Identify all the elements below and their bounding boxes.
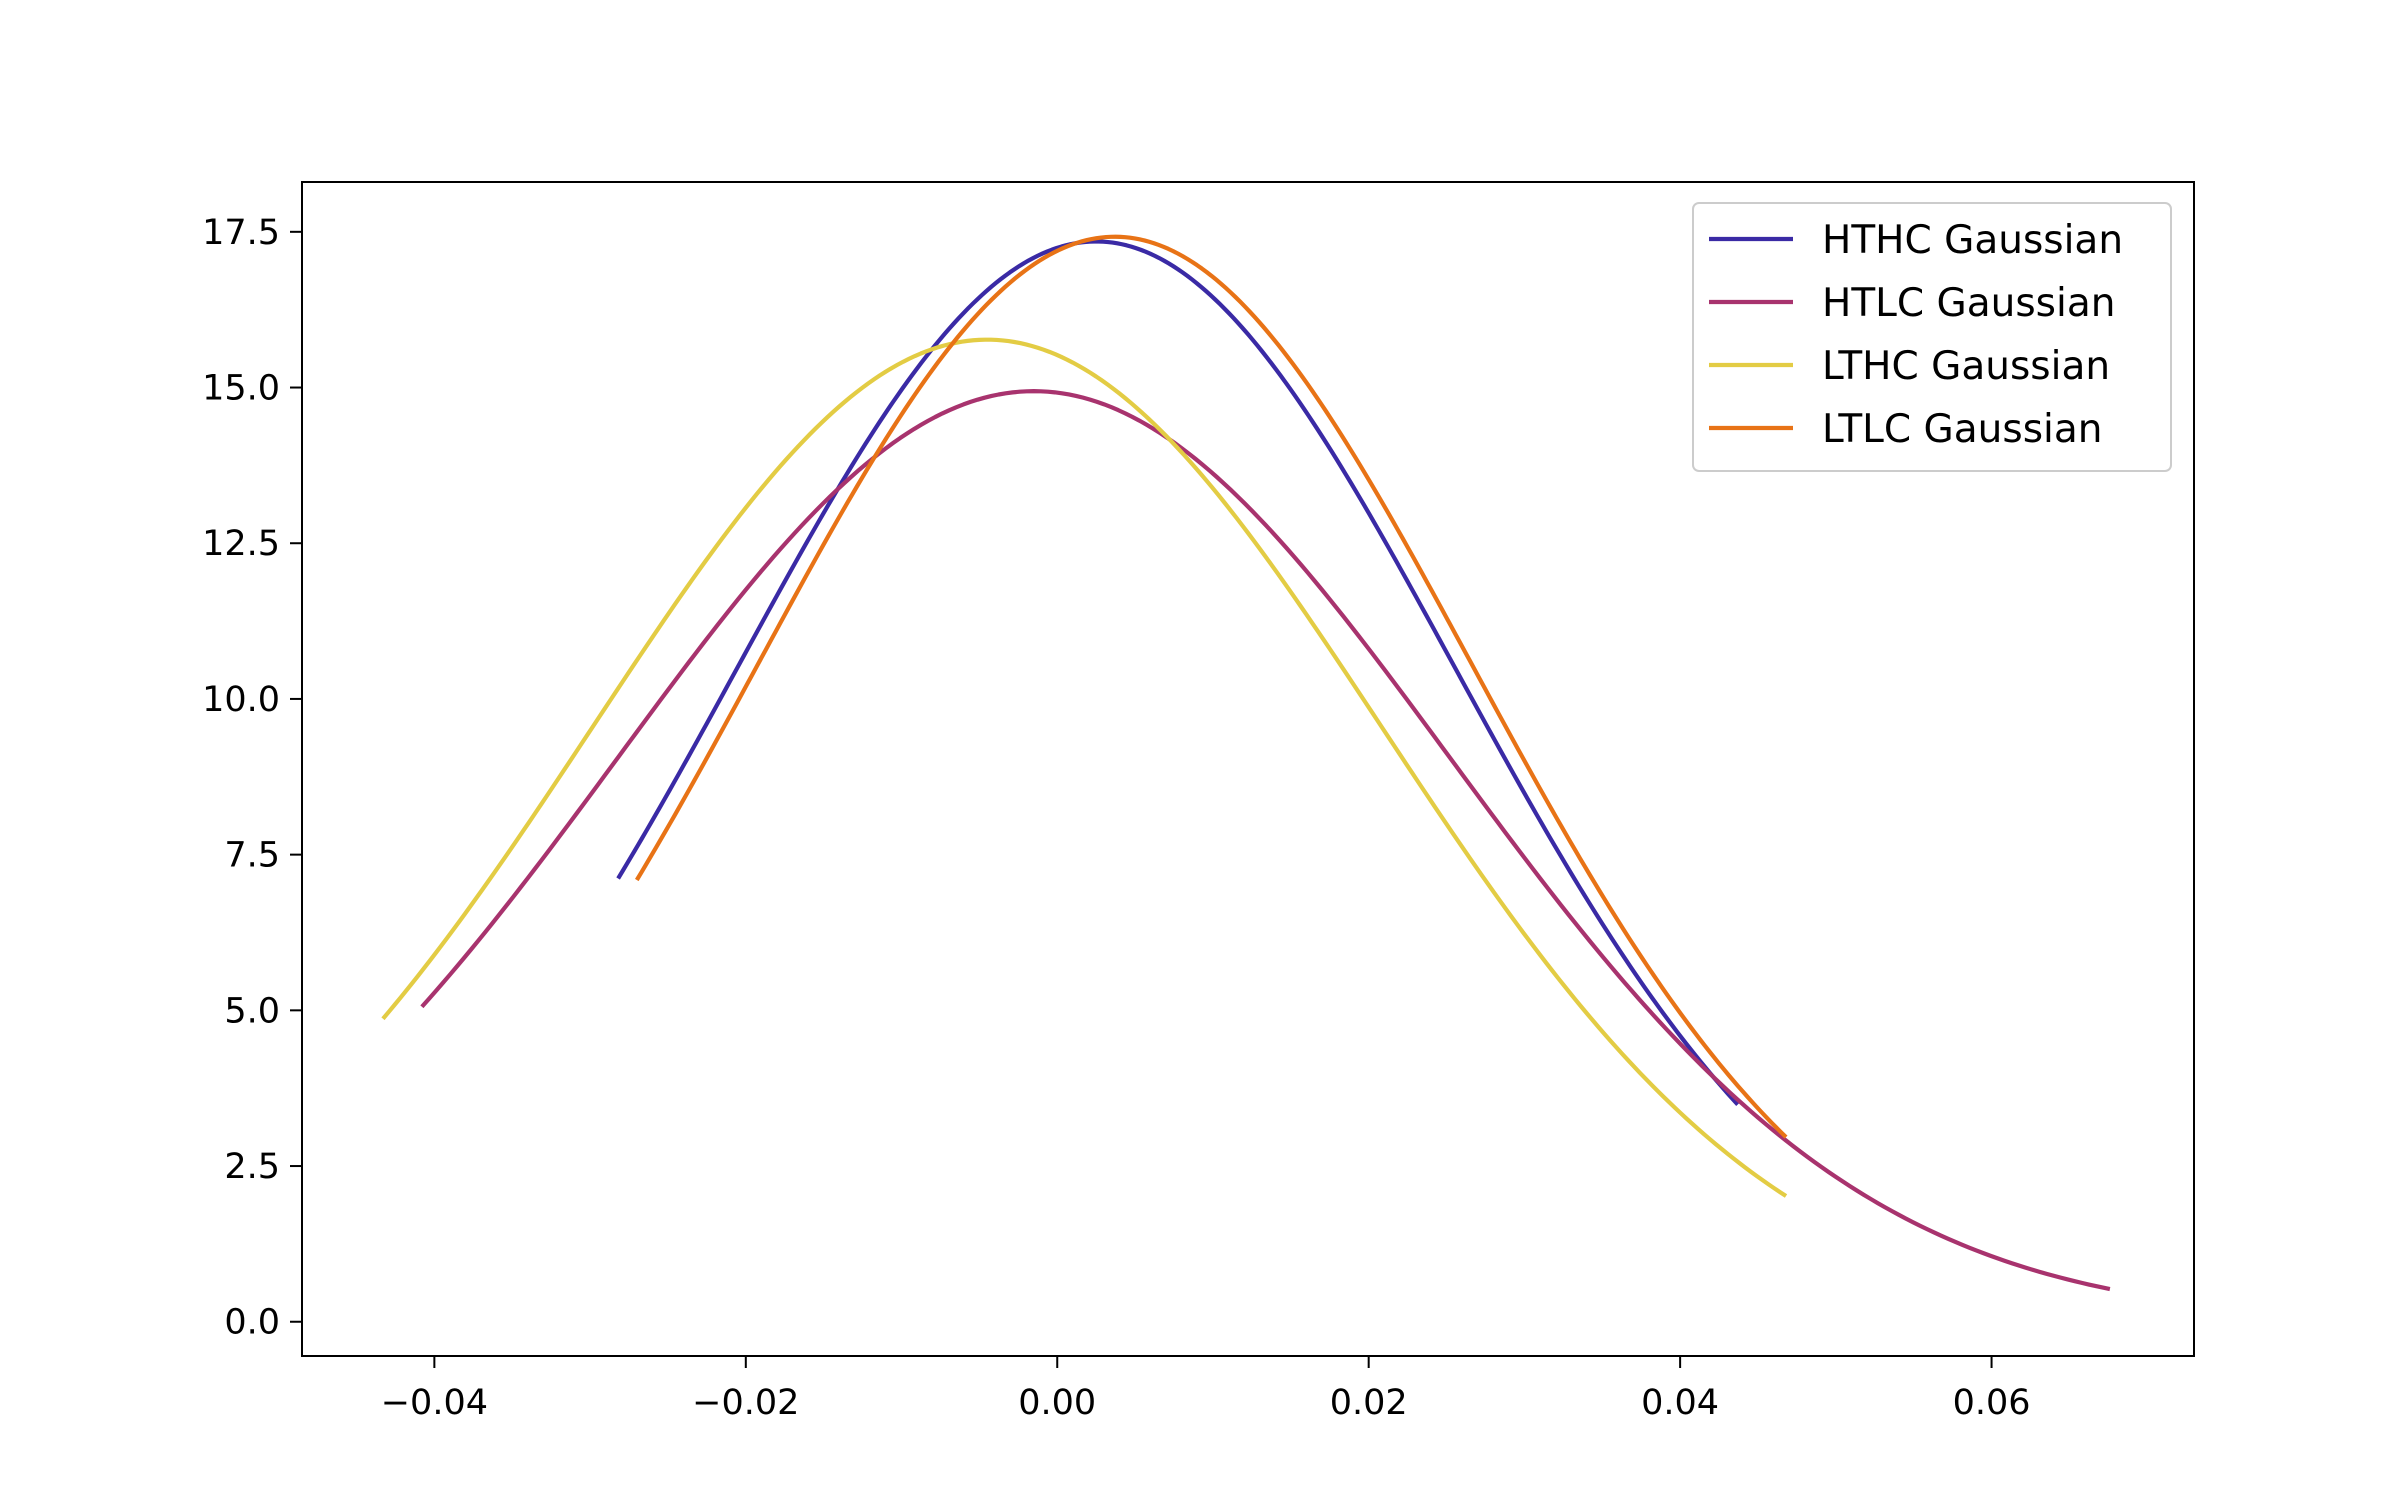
y-tick-label: 5.0 bbox=[224, 991, 280, 1031]
legend-label: HTLC Gaussian bbox=[1822, 281, 2115, 326]
y-tick-label: 12.5 bbox=[202, 524, 280, 564]
y-tick-label: 7.5 bbox=[224, 836, 280, 876]
y-tick-label: 17.5 bbox=[202, 213, 280, 253]
legend-label: HTHC Gaussian bbox=[1822, 218, 2123, 263]
x-axis: −0.04 −0.02 0.00 0.02 0.04 0.06 bbox=[381, 1356, 2031, 1423]
series-line-hthc bbox=[616, 239, 1740, 1107]
series-line-lthc bbox=[381, 337, 1788, 1198]
legend-box bbox=[1692, 202, 2172, 472]
legend: HTHC Gaussian HTLC Gaussian LTHC Gaussian L… bbox=[1692, 202, 2172, 472]
x-tick-label: 0.06 bbox=[1953, 1383, 2031, 1423]
series-layer bbox=[381, 234, 2111, 1292]
x-tick-label: −0.02 bbox=[692, 1383, 799, 1423]
series-line-htlc bbox=[420, 389, 2111, 1292]
y-axis: 0.0 2.5 5.0 7.5 10.0 12.5 15.0 17.5 bbox=[202, 213, 302, 1343]
legend-label: LTHC Gaussian bbox=[1822, 344, 2110, 389]
x-tick-label: 0.00 bbox=[1018, 1383, 1096, 1423]
x-tick-label: −0.04 bbox=[381, 1383, 488, 1423]
series-line-ltlc bbox=[634, 234, 1788, 1139]
y-tick-label: 15.0 bbox=[202, 369, 280, 409]
legend-label: LTLC Gaussian bbox=[1822, 407, 2102, 452]
y-tick-label: 0.0 bbox=[224, 1303, 280, 1343]
y-tick-label: 2.5 bbox=[224, 1147, 280, 1187]
x-tick-label: 0.02 bbox=[1330, 1383, 1408, 1423]
plot-area-frame bbox=[301, 181, 2195, 1357]
x-tick-label: 0.04 bbox=[1641, 1383, 1719, 1423]
y-tick-label: 10.0 bbox=[202, 680, 280, 720]
